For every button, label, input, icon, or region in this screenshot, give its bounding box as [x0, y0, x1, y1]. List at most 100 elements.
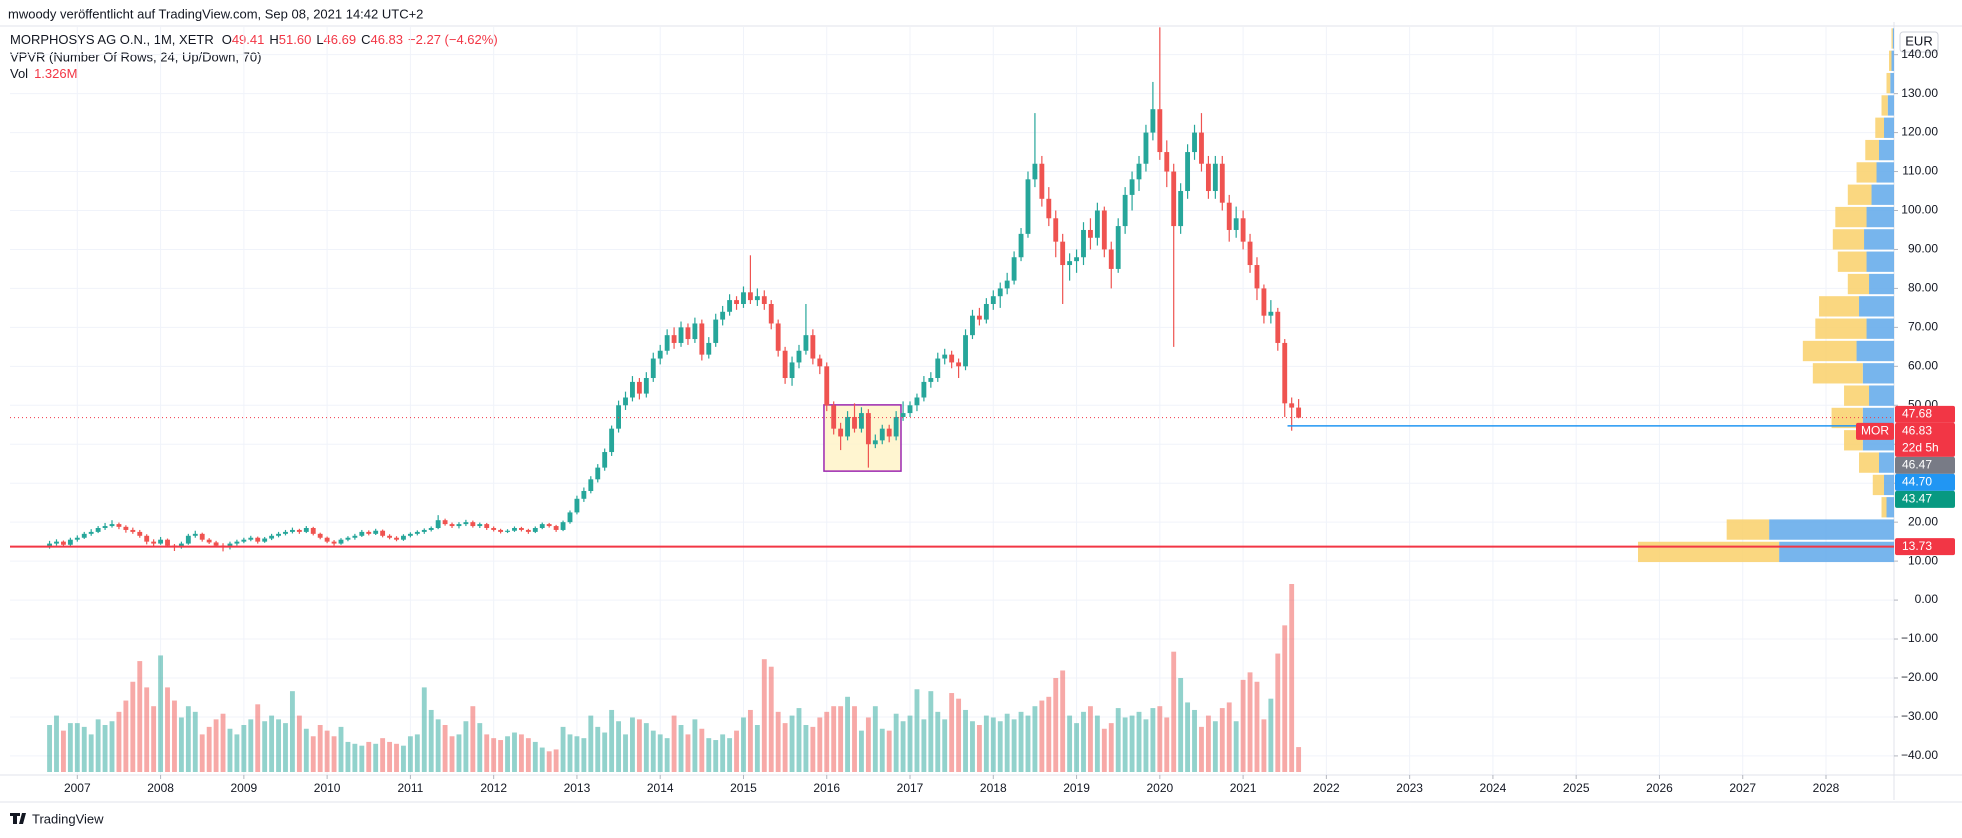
candle-body	[255, 537, 261, 542]
vpvr-up	[1890, 72, 1894, 94]
candle-body	[178, 543, 184, 548]
volume-bar	[338, 726, 344, 772]
candle-body	[352, 535, 358, 538]
volume-bar	[990, 717, 996, 772]
volume-bar	[685, 734, 691, 772]
volume-bar	[317, 725, 323, 772]
candle-body	[595, 467, 601, 480]
y-tick-label: 130.00	[1901, 86, 1938, 100]
candle-body	[796, 350, 802, 363]
candle-body	[296, 529, 302, 532]
volume-bar	[213, 719, 219, 772]
ohlc-key: L	[316, 32, 323, 47]
candle-body	[963, 335, 968, 367]
vpvr-down	[1815, 318, 1867, 339]
y-tick-label: 80.00	[1908, 281, 1938, 295]
candle-body	[713, 319, 719, 343]
candle-body	[206, 539, 212, 543]
candle-body	[671, 335, 677, 343]
candle-body	[283, 531, 288, 534]
x-tick-label: 2021	[1230, 781, 1257, 795]
symbol-tag-bg	[1856, 422, 1894, 440]
candle-body	[1081, 229, 1086, 258]
candle-body	[983, 303, 989, 320]
ohlc-legend: O49.41 H51.60 L46.69 C46.83	[222, 32, 403, 47]
candle-body	[1289, 403, 1295, 408]
candle-body	[768, 303, 774, 324]
volume-bar	[1067, 715, 1073, 772]
candle-body	[1282, 342, 1288, 404]
grid	[10, 27, 1894, 775]
vpvr-up	[1779, 541, 1894, 563]
candle-body	[1254, 265, 1260, 289]
volume-bar	[907, 715, 913, 772]
vpvr-down	[1859, 452, 1880, 473]
x-tick-label: 2008	[147, 781, 174, 795]
volume-bar	[775, 711, 781, 772]
volume-bar	[789, 715, 795, 772]
volume-bar	[74, 723, 80, 772]
candle-body	[1101, 210, 1107, 250]
volume-bar	[588, 715, 594, 772]
candle-body	[1094, 210, 1100, 238]
volume-bar	[1046, 696, 1052, 772]
candle-body	[505, 530, 510, 532]
volume-bar	[289, 691, 295, 772]
candle-body	[970, 315, 975, 336]
candle-body	[1178, 191, 1184, 227]
candle-body	[262, 538, 268, 542]
volume-legend: Vol 1.326M	[10, 66, 77, 81]
price-label: 43.47	[1902, 491, 1932, 505]
volume-bar	[227, 728, 233, 772]
volume-bar	[151, 706, 157, 772]
volume-bar	[1205, 715, 1211, 772]
volume-bar	[650, 730, 656, 772]
candle-body	[935, 358, 941, 379]
volume-bar	[623, 734, 628, 772]
currency-box[interactable]	[1899, 31, 1939, 53]
vpvr-down	[1802, 340, 1857, 362]
candle-body	[151, 541, 157, 544]
volume-bar	[810, 726, 816, 772]
price-label: 46.83	[1902, 423, 1932, 437]
candle-body	[407, 533, 413, 536]
vpvr-down	[1832, 229, 1865, 250]
volume-bar	[248, 719, 254, 772]
volume-bar	[1261, 719, 1267, 772]
candle-body	[942, 354, 948, 359]
vpvr-down	[1812, 363, 1863, 384]
candle-body	[1185, 152, 1191, 192]
volume-bar	[401, 745, 406, 772]
vpvr-up	[1879, 452, 1894, 473]
y-tick-label: 70.00	[1908, 320, 1938, 334]
candle-body	[1261, 288, 1267, 316]
candle-body	[366, 531, 372, 534]
y-tick-label: 140.00	[1901, 47, 1938, 61]
candle-body	[199, 533, 205, 540]
candle-body	[623, 397, 628, 406]
volume-bar	[296, 715, 302, 772]
volume-bar	[67, 723, 73, 772]
candle-body	[865, 413, 871, 445]
volume-bar	[595, 726, 601, 772]
x-tick-label: 2010	[314, 781, 341, 795]
vpvr-up	[1769, 519, 1894, 540]
volume-bar	[983, 715, 989, 772]
candle-body	[616, 405, 621, 429]
volume-bar	[366, 741, 372, 772]
volume-bar	[1115, 708, 1121, 772]
x-tick-label: 2020	[1146, 781, 1173, 795]
candle-body	[1143, 132, 1149, 164]
candle-body	[81, 533, 87, 538]
price-label: 46.47	[1902, 457, 1932, 471]
volume-bar	[1171, 651, 1177, 772]
volume-bar	[525, 738, 531, 772]
volume-bar	[165, 687, 170, 772]
candle-body	[879, 428, 885, 441]
candle-body	[1018, 233, 1024, 258]
volume-bar	[1011, 719, 1017, 772]
price-label-bg	[1895, 422, 1955, 457]
vpvr-down	[1847, 184, 1872, 205]
volume-bar	[942, 719, 948, 772]
volume-bar	[560, 726, 566, 772]
